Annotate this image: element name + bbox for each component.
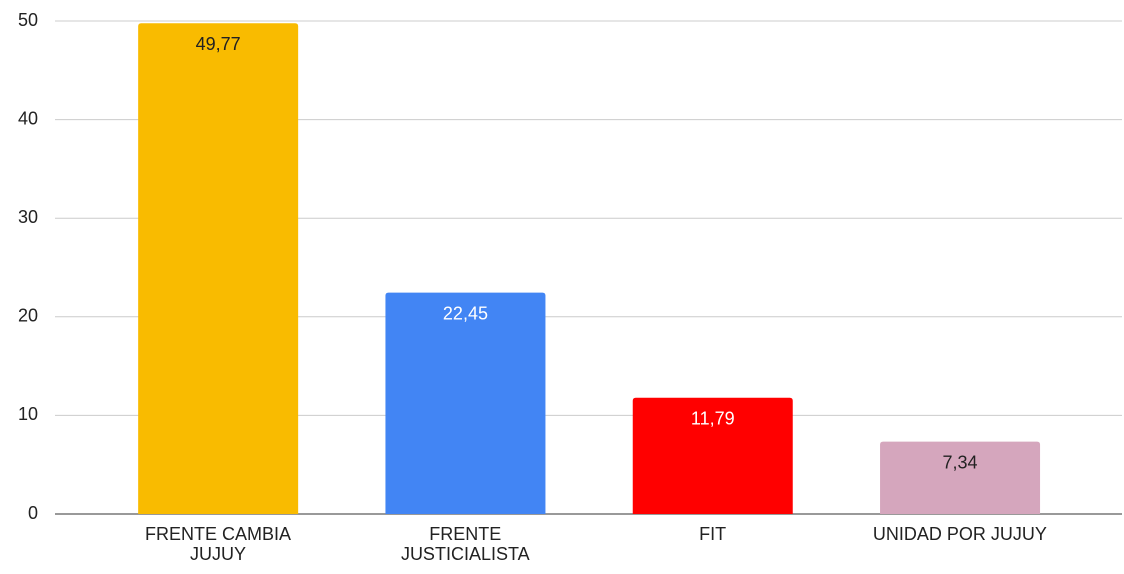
- y-tick-label: 20: [18, 306, 38, 326]
- x-tick-label: UNIDAD POR JUJUY: [872, 524, 1047, 544]
- y-tick-label: 0: [28, 503, 38, 523]
- value-label: 49,77: [196, 34, 241, 54]
- x-tick-label: FRENTE CAMBIA JUJUY: [144, 524, 291, 564]
- y-tick-label: 50: [18, 10, 38, 30]
- y-tick-label: 30: [18, 207, 38, 227]
- y-tick-label: 10: [18, 404, 38, 424]
- bar: [632, 397, 793, 514]
- x-tick-label: FIT: [699, 524, 727, 544]
- value-label: 7,34: [943, 452, 978, 472]
- bar: [385, 292, 546, 514]
- value-label: 11,79: [691, 409, 735, 429]
- bar: [138, 23, 299, 515]
- bar: [880, 441, 1041, 514]
- value-label: 22,45: [443, 303, 488, 323]
- y-tick-label: 40: [18, 108, 38, 128]
- x-tick-label: FRENTE JUSTICIALISTA: [400, 524, 530, 564]
